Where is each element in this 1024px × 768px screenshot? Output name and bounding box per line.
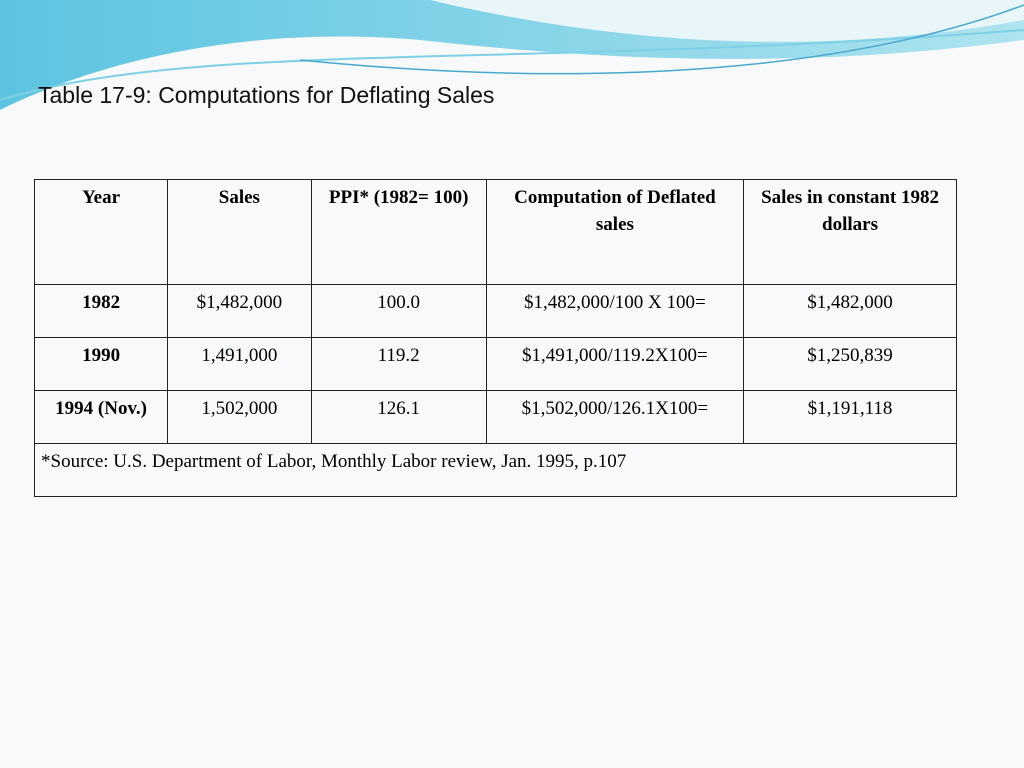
cell: 1990 [33, 337, 169, 391]
column-header: Computation of Deflated sales [485, 179, 745, 285]
cell: 1,502,000 [167, 390, 312, 444]
cell: 119.2 [310, 337, 487, 391]
table-row: 1982 $1,482,000 100.0 $1,482,000/100 X 100=… [33, 284, 957, 338]
source-note: *Source: U.S. Department of Labor, Month… [34, 443, 957, 497]
table-row: 1994 (Nov.) 1,502,000 126.1 $1,502,000/126.… [33, 390, 957, 444]
header-row: Year Sales PPI* (1982= 100) Computation of … [33, 179, 957, 285]
column-header: Sales [167, 179, 312, 285]
title: Table 17-9: Computations for Deflating S… [38, 82, 495, 108]
note-row: *Source: U.S. Department of Labor, Month… [34, 443, 957, 497]
cell: $1,502,000/126.1X100= [485, 390, 745, 444]
cell: 126.1 [310, 390, 487, 444]
cell: $1,482,000 [167, 284, 312, 338]
table-row: 1990 1,491,000 119.2 $1,491,000/119.2X100= $… [33, 337, 957, 391]
cell: 1994 (Nov.) [33, 390, 169, 444]
table: Year Sales PPI* (1982= 100) Computation of … [33, 179, 957, 497]
header-decoration [0, 0, 1024, 110]
cell: 1,491,000 [167, 337, 312, 391]
cell: 100.0 [310, 284, 487, 338]
cell: $1,482,000/100 X 100= [485, 284, 745, 338]
cell: $1,491,000/119.2X100= [485, 337, 745, 391]
cell: $1,191,118 [743, 390, 957, 444]
column-header: PPI* (1982= 100) [310, 179, 487, 285]
cell: $1,250,839 [743, 337, 957, 391]
cell: $1,482,000 [743, 284, 957, 338]
column-header: Year [33, 179, 169, 285]
cell: 1982 [33, 284, 169, 338]
column-header: Sales in constant 1982 dollars [743, 179, 957, 285]
